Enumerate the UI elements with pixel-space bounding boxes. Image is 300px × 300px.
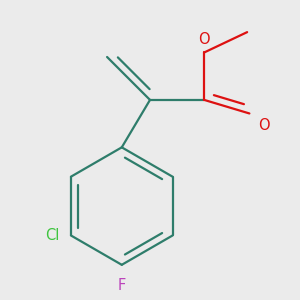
Text: O: O xyxy=(198,32,210,47)
Text: O: O xyxy=(258,118,270,133)
Text: Cl: Cl xyxy=(45,228,60,243)
Text: F: F xyxy=(118,278,126,293)
